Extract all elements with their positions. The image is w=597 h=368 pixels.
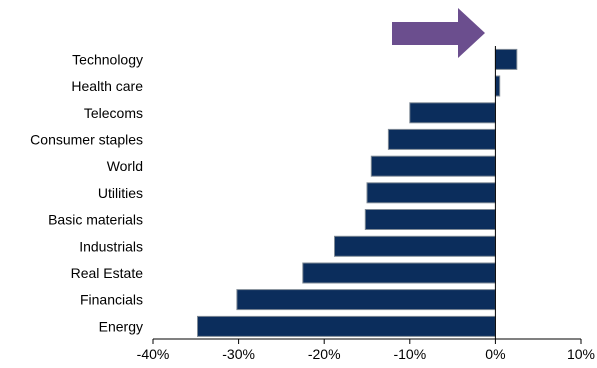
- bar-energy: [197, 315, 496, 337]
- x-axis: -40% -30% -20% -10% 0% 10%: [137, 338, 595, 362]
- callout-arrow-icon: [392, 8, 485, 58]
- category-label: Health care: [71, 78, 143, 94]
- category-label: World: [107, 158, 143, 174]
- bar-world: [370, 155, 496, 177]
- bar-consumer-staples: [387, 128, 496, 150]
- bar-industrials: [334, 235, 496, 257]
- category-label: Basic materials: [48, 212, 143, 228]
- category-label: Technology: [72, 51, 143, 67]
- x-tick-label: 10%: [567, 346, 595, 362]
- category-label: Telecoms: [84, 105, 143, 121]
- category-labels-group: Technology Health care Telecoms Consumer st…: [30, 51, 143, 334]
- bar-telecoms: [409, 102, 496, 124]
- category-label: Industrials: [79, 238, 143, 254]
- category-label: Utilities: [98, 185, 143, 201]
- bar-financials: [236, 289, 496, 311]
- x-tick-label: -40%: [137, 346, 170, 362]
- x-tick-label: -30%: [222, 346, 255, 362]
- bar-health-care: [494, 75, 501, 97]
- bar-utilities: [366, 182, 496, 204]
- category-label: Consumer staples: [30, 131, 143, 147]
- bars-group: [197, 48, 518, 337]
- category-label: Real Estate: [71, 265, 144, 281]
- bar-technology: [494, 48, 518, 70]
- category-label: Energy: [99, 318, 143, 334]
- x-tick-label: -10%: [393, 346, 426, 362]
- category-label: Financials: [80, 292, 143, 308]
- x-tick-label: -20%: [308, 346, 341, 362]
- x-tick-label: 0%: [485, 346, 505, 362]
- bar-real-estate: [302, 262, 496, 284]
- bar-basic-materials: [364, 209, 496, 230]
